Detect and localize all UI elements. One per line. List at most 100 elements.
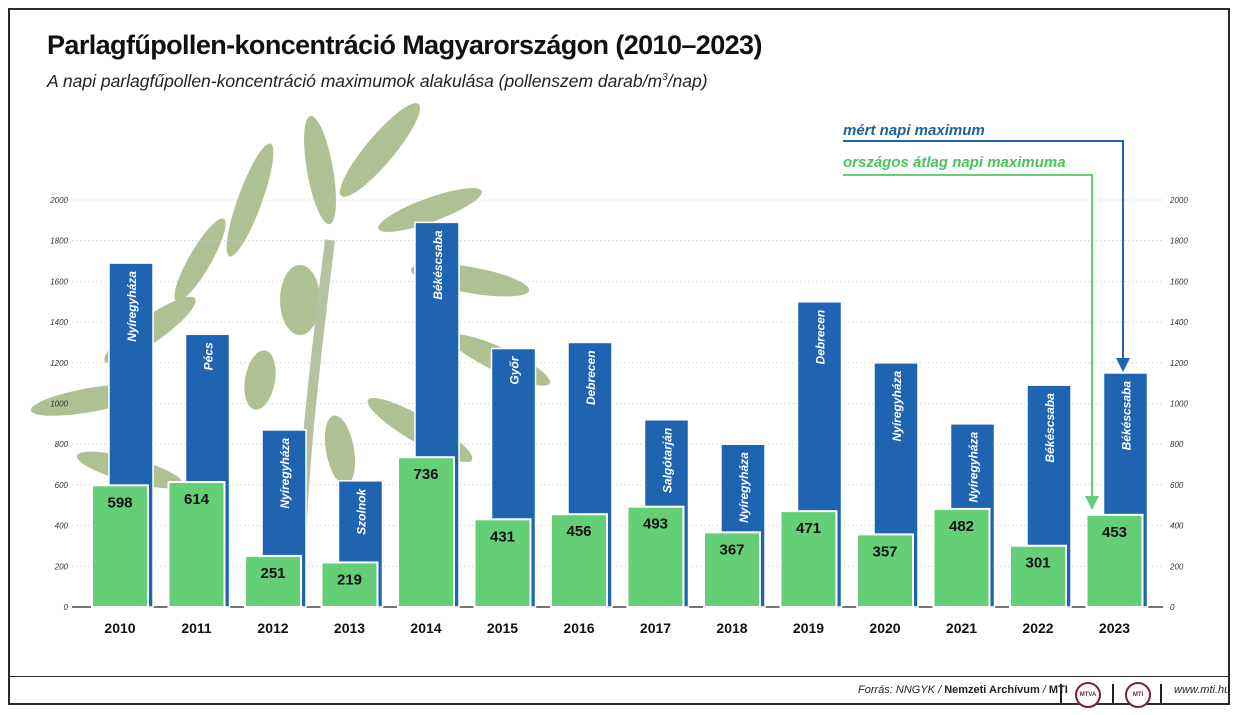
plant-leaf xyxy=(226,143,274,257)
x-tick-label: 2011 xyxy=(181,620,212,636)
legend-label-measured: mért napi maximum xyxy=(843,122,985,139)
bar-national-average xyxy=(703,531,761,608)
data-label-average: 736 xyxy=(413,466,438,483)
y-tick-label-right: 400 xyxy=(1170,522,1184,531)
plant-leaf xyxy=(339,103,421,197)
data-label-average: 493 xyxy=(643,516,668,533)
data-label-average: 614 xyxy=(184,491,210,508)
data-label-average: 219 xyxy=(337,571,362,588)
plant-leaf xyxy=(324,415,356,485)
y-tick-label-left: 1000 xyxy=(50,400,68,409)
y-tick-label-left: 1200 xyxy=(50,359,68,368)
mtva-logo-text: MTVA xyxy=(1079,692,1097,698)
city-label: Szolnok xyxy=(355,488,369,535)
mti-logo-text: MTI xyxy=(1132,692,1144,698)
footer-separator xyxy=(1112,684,1114,704)
subtitle-text: A napi parlagfűpollen-koncentráció maxim… xyxy=(47,71,663,91)
plant-leaf xyxy=(174,218,226,302)
bar-national-average xyxy=(856,533,914,609)
city-label: Győr xyxy=(508,355,522,384)
legend-label-average: országos átlag napi maximuma xyxy=(843,154,1066,171)
website-link[interactable]: www.mti.hu xyxy=(1174,684,1231,696)
x-tick-label: 2017 xyxy=(640,620,671,636)
bar-national-average xyxy=(167,481,226,608)
y-tick-label-left: 200 xyxy=(54,562,69,571)
city-label: Debrecen xyxy=(814,310,828,365)
y-tick-label-right: 800 xyxy=(1170,440,1184,449)
source-separator: / xyxy=(1039,684,1049,696)
y-tick-label-right: 1600 xyxy=(1170,277,1188,286)
mtva-logo-icon: MTVA xyxy=(1075,682,1101,708)
city-label: Nyíregyháza xyxy=(125,271,139,342)
x-tick-label: 2012 xyxy=(257,620,288,636)
y-tick-label-right: 200 xyxy=(1169,562,1184,571)
bar-national-average xyxy=(779,510,838,608)
y-tick-label-left: 1400 xyxy=(50,318,68,327)
y-tick-label-right: 1400 xyxy=(1170,318,1188,327)
data-label-average: 431 xyxy=(490,528,515,545)
mti-logo-icon: MTI xyxy=(1125,682,1151,708)
chart-subtitle: A napi parlagfűpollen-koncentráció maxim… xyxy=(47,71,708,92)
legend-arrow-average xyxy=(843,174,1093,498)
bar-national-average xyxy=(550,513,608,608)
bar-national-average xyxy=(1009,544,1067,609)
plant-leaf xyxy=(378,188,482,232)
chart-legend: mért napi maximum országos átlag napi ma… xyxy=(843,122,1130,510)
city-label: Nyíregyháza xyxy=(890,370,904,441)
data-label-average: 367 xyxy=(719,541,744,558)
source-archive: Nemzeti Archívum xyxy=(944,684,1040,696)
city-label: Debrecen xyxy=(584,350,598,405)
x-tick-label: 2015 xyxy=(487,620,518,636)
footer-separator xyxy=(1060,684,1062,704)
y-tick-label-left: 1600 xyxy=(50,277,68,286)
chart-bars: 598 Nyíregyháza 2010 614 Pécs 2011 251 Nyíregyh… xyxy=(91,221,1149,636)
legend-arrowhead-measured xyxy=(1116,358,1130,372)
legend-arrowhead-average xyxy=(1085,496,1099,510)
x-tick-label: 2020 xyxy=(869,620,900,636)
source-mti: MTI xyxy=(1048,684,1068,696)
city-label: Salgótarján xyxy=(661,428,675,493)
bar-national-average xyxy=(932,507,991,608)
subtitle-unit-end: /nap) xyxy=(667,71,708,91)
x-tick-label: 2022 xyxy=(1022,620,1053,636)
plant-leaf xyxy=(280,265,320,335)
x-tick-label: 2016 xyxy=(563,620,594,636)
y-tick-label-left: 400 xyxy=(55,522,69,531)
y-tick-label-left: 800 xyxy=(55,440,69,449)
source-prefix: Forrás: NNGYK / xyxy=(858,684,945,696)
x-tick-label: 2014 xyxy=(410,620,441,636)
bar-national-average xyxy=(626,505,685,608)
source-credit: Forrás: NNGYK / Nemzeti Archívum / MTI xyxy=(858,684,1068,706)
legend-arrow-measured xyxy=(843,140,1124,360)
data-label-average: 301 xyxy=(1025,555,1050,572)
bar-national-average xyxy=(473,518,532,608)
plant-leaf xyxy=(304,115,336,225)
y-tick-label-right: 1000 xyxy=(1170,400,1188,409)
y-tick-label-right: 1200 xyxy=(1170,359,1188,368)
data-label-average: 482 xyxy=(949,518,974,535)
data-label-average: 471 xyxy=(796,520,821,537)
data-label-average: 357 xyxy=(872,543,897,560)
bar-national-average xyxy=(1085,513,1144,609)
city-label: Pécs xyxy=(202,342,216,370)
bar-national-average xyxy=(320,561,379,608)
city-label: Nyíregyháza xyxy=(737,452,751,523)
bar-national-average xyxy=(397,456,455,608)
data-label-average: 456 xyxy=(566,523,591,540)
y-tick-label-right: 600 xyxy=(1170,481,1184,490)
y-tick-label-left: 2000 xyxy=(49,196,68,205)
data-label-average: 251 xyxy=(260,565,285,582)
subtitle-superscript: 3 xyxy=(662,72,668,84)
footer-divider xyxy=(10,676,1230,677)
y-tick-label-left: 600 xyxy=(55,481,69,490)
y-tick-label-right: 1800 xyxy=(1170,237,1188,246)
x-tick-label: 2021 xyxy=(946,620,977,636)
city-label: Békéscsaba xyxy=(431,230,445,300)
data-label-average: 453 xyxy=(1102,524,1127,541)
x-tick-label: 2019 xyxy=(793,620,824,636)
y-tick-label-right: 2000 xyxy=(1169,196,1188,205)
chart-title: Parlagfűpollen-koncentráció Magyarország… xyxy=(47,30,762,60)
x-tick-label: 2010 xyxy=(104,620,135,636)
city-label: Békéscsaba xyxy=(1043,393,1057,463)
